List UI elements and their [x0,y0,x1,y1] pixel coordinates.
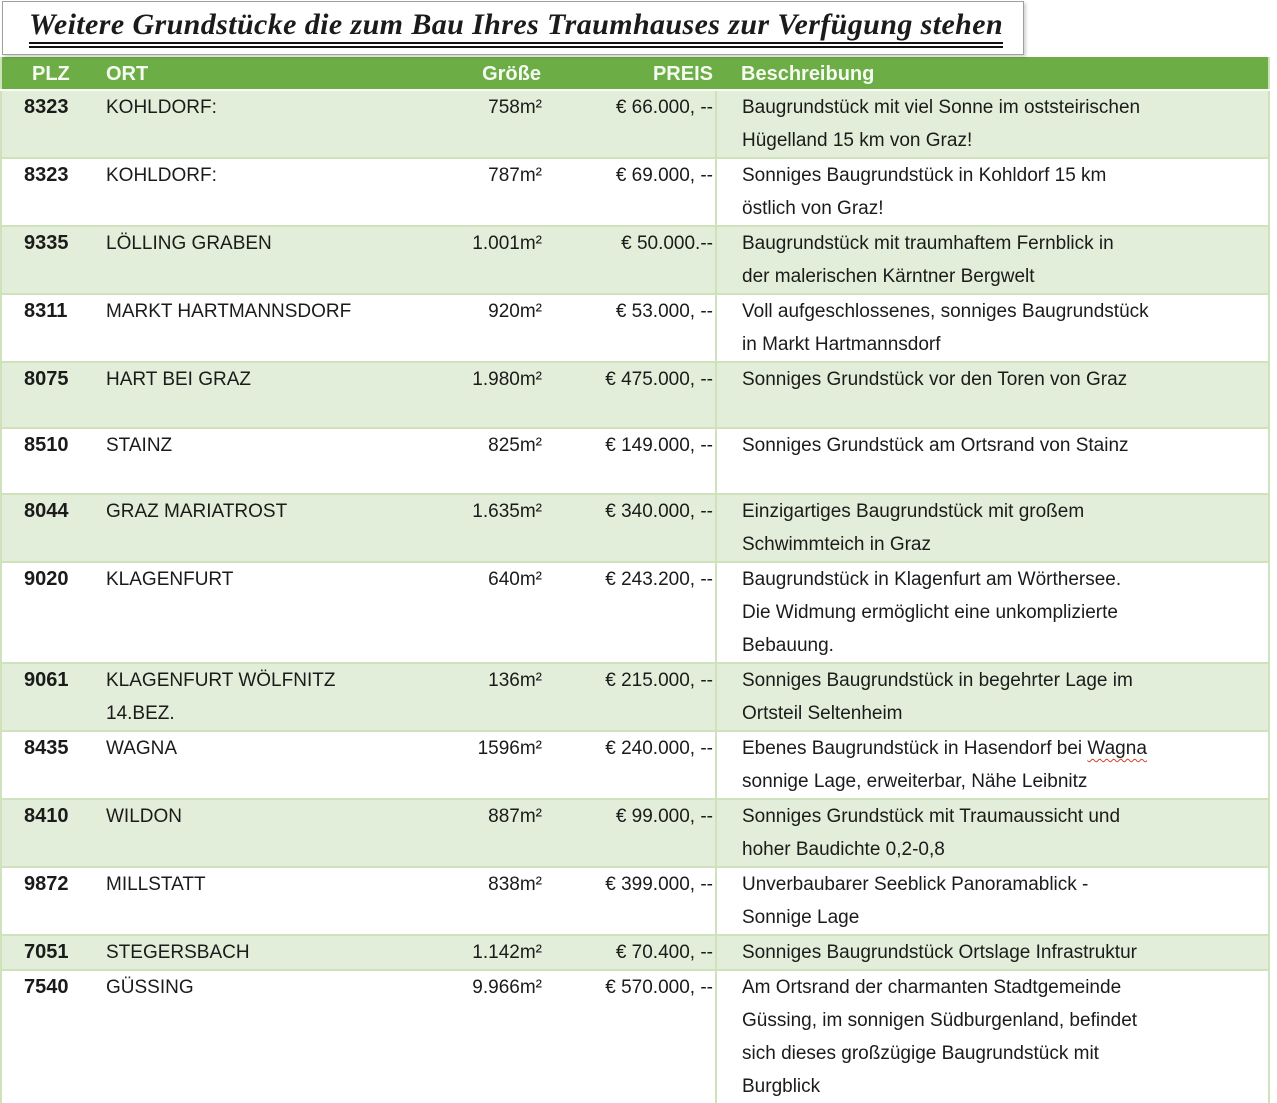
table-row: 8510 STAINZ 825m² € 149.000, -- Sonniges Gru… [1,428,1269,494]
preis-cell: € 243.200, -- [605,569,713,590]
ort-cell: GRAZ MARIATROST [106,501,288,522]
column-header-ort: ORT [89,57,426,91]
preis-cell: € 53.000, -- [615,301,713,322]
title-cell: Weitere Grundstücke die zum Bau Ihres Tr… [2,1,1024,55]
plz-cell: 7051 [24,941,69,963]
groesse-cell: 1.142m² [472,942,542,963]
ort-cell: STAINZ [106,435,173,456]
ort-cell: GÜSSING [106,977,194,998]
table-header: PLZ ORT Größe PREIS Beschreibung [1,57,1269,91]
description-cell: Baugrundstück in Klagenfurt am Wörtherse… [715,562,1269,663]
table-row: 8044 GRAZ MARIATROST 1.635m² € 340.000, -- E… [1,494,1269,562]
ort-cell: LÖLLING GRABEN [106,233,272,254]
preis-cell: € 570.000, -- [605,977,713,998]
table-row: 9020 KLAGENFURT 640m² € 243.200, -- Baugrund… [1,562,1269,663]
title-band: Weitere Grundstücke die zum Bau Ihres Tr… [0,0,1277,57]
listings-table-body: 8323 KOHLDORF: 758m² € 66.000, -- Baugrundst… [1,90,1269,1103]
description-cell: Voll aufgeschlossenes, sonniges Baugrund… [715,294,1269,362]
preis-cell: € 69.000, -- [615,165,713,186]
ort-cell: HART BEI GRAZ [106,369,251,390]
groesse-cell: 1596m² [477,738,542,759]
groesse-cell: 1.980m² [472,369,542,390]
preis-cell: € 70.400, -- [615,942,713,963]
groesse-cell: 825m² [488,435,542,456]
column-header-beschreibung: Beschreibung [716,57,1269,91]
description-cell: Sonniges Grundstück am Ortsrand von Stai… [715,428,1269,494]
description-cell: Sonniges Baugrundstück in Kohldorf 15 km… [715,158,1269,226]
ort-cell: MILLSTATT [106,874,206,895]
table-row: 7540 GÜSSING 9.966m² € 570.000, -- Am Ortsra… [1,970,1269,1103]
preis-cell: € 99.000, -- [615,806,713,827]
preis-cell: € 66.000, -- [615,97,713,118]
groesse-cell: 758m² [488,97,542,118]
groesse-cell: 838m² [488,874,542,895]
ort-cell: KLAGENFURT [106,569,234,590]
ort-cell: KOHLDORF: [106,97,217,118]
ort-cell: WILDON [106,806,182,827]
preis-cell: € 399.000, -- [605,874,713,895]
table-row: 8323 KOHLDORF: 787m² € 69.000, -- Sonniges B… [1,158,1269,226]
groesse-cell: 1.635m² [472,501,542,522]
groesse-cell: 136m² [488,670,542,691]
plz-cell: 9335 [24,232,69,254]
preis-cell: € 240.000, -- [605,738,713,759]
groesse-cell: 887m² [488,806,542,827]
description-cell: Sonniges Baugrundstück Ortslage Infrastr… [715,935,1269,970]
column-header-preis: PREIS [544,57,716,91]
ort-cell: STEGERSBACH [106,942,250,963]
plz-cell: 8323 [24,164,69,186]
description-cell: Unverbaubarer Seeblick Panoramablick - S… [715,867,1269,935]
plz-cell: 8323 [24,96,69,118]
description-cell: Sonniges Grundstück mit Traumaussicht un… [715,799,1269,867]
description-cell: Sonniges Grundstück vor den Toren von Gr… [715,362,1269,428]
plz-cell: 8311 [24,300,68,322]
plz-cell: 7540 [24,976,69,998]
groesse-cell: 1.001m² [472,233,542,254]
description-cell: Am Ortsrand der charmanten Stadtgemeinde… [715,970,1269,1103]
plz-cell: 8075 [24,368,69,390]
column-header-groesse: Größe [426,57,544,91]
ort-cell: WAGNA [106,738,178,759]
table-row: 8311 MARKT HARTMANNSDORF 920m² € 53.000, --… [1,294,1269,362]
description-cell: Sonniges Baugrundstück in begehrter Lage… [715,663,1269,731]
plz-cell: 8044 [24,500,69,522]
table-row: 8075 HART BEI GRAZ 1.980m² € 475.000, -- Son… [1,362,1269,428]
plz-cell: 8510 [24,434,69,456]
ort-cell: KLAGENFURT WÖLFNITZ 14.BEZ. [106,670,336,724]
table-header-row: PLZ ORT Größe PREIS Beschreibung [1,57,1269,91]
groesse-cell: 640m² [488,569,542,590]
plz-cell: 9020 [24,568,69,590]
description-cell: Einzigartiges Baugrundstück mit großem S… [715,494,1269,562]
table-row: 9872 MILLSTATT 838m² € 399.000, -- Unverbaub… [1,867,1269,935]
table-row: 8435 WAGNA 1596m² € 240.000, -- Ebenes Baugr… [1,731,1269,799]
preis-cell: € 50.000.-- [621,233,713,254]
preis-cell: € 149.000, -- [605,435,713,456]
description-cell: Baugrundstück mit traumhaftem Fernblick … [715,226,1269,294]
table-row: 8410 WILDON 887m² € 99.000, -- Sonniges Grun… [1,799,1269,867]
groesse-cell: 920m² [488,301,542,322]
plz-cell: 9872 [24,873,69,895]
ort-cell: KOHLDORF: [106,165,217,186]
preis-cell: € 215.000, -- [605,670,713,691]
preis-cell: € 340.000, -- [605,501,713,522]
plz-cell: 8410 [24,805,69,827]
description-cell: Ebenes Baugrundstück in Hasendorf bei Wa… [715,731,1269,799]
table-row: 8323 KOHLDORF: 758m² € 66.000, -- Baugrundst… [1,90,1269,158]
preis-cell: € 475.000, -- [605,369,713,390]
plz-cell: 9061 [24,669,69,691]
listings-table: PLZ ORT Größe PREIS Beschreibung 8323 KOH… [0,57,1270,1103]
groesse-cell: 9.966m² [472,977,542,998]
description-cell: Baugrundstück mit viel Sonne im oststeir… [715,90,1269,158]
page-title: Weitere Grundstücke die zum Bau Ihres Tr… [29,8,1004,48]
ort-cell: MARKT HARTMANNSDORF [106,301,352,322]
table-row: 9061 KLAGENFURT WÖLFNITZ 14.BEZ. 136m² € 21… [1,663,1269,731]
spellcheck-flagged-word: Wagna [1087,738,1147,759]
table-row: 9335 LÖLLING GRABEN 1.001m² € 50.000.-- Baug… [1,226,1269,294]
table-row: 7051 STEGERSBACH 1.142m² € 70.400, -- Sonnig… [1,935,1269,970]
plz-cell: 8435 [24,737,69,759]
groesse-cell: 787m² [488,165,542,186]
column-header-plz: PLZ [1,57,89,91]
